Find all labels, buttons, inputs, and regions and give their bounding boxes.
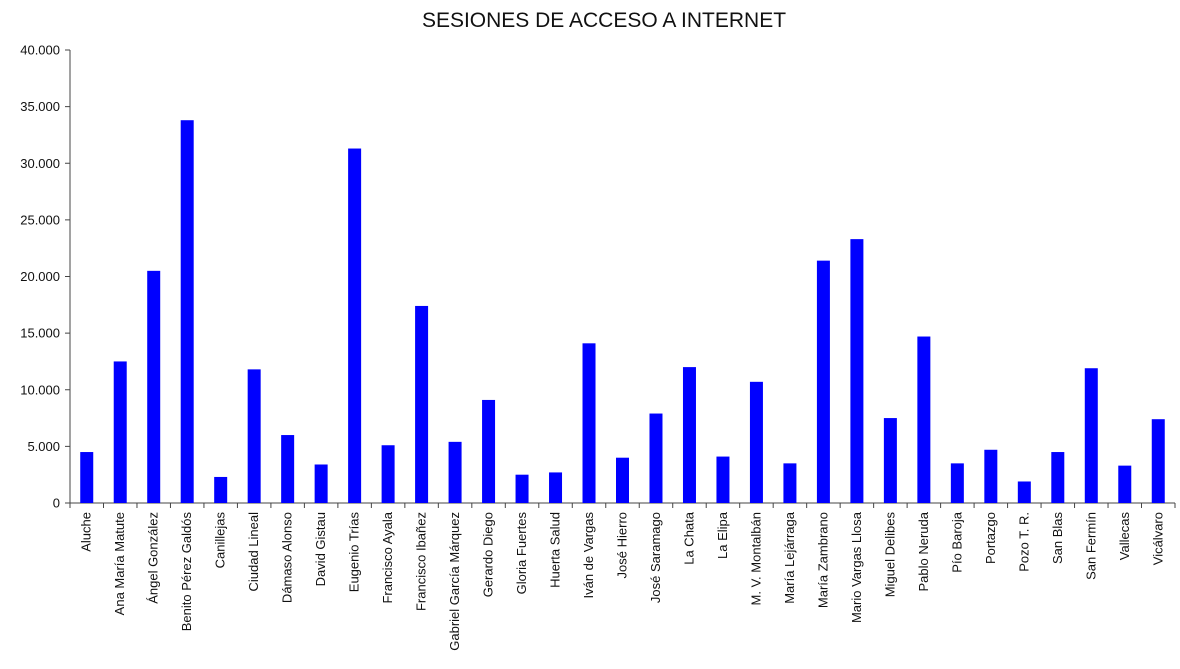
bar [381,445,395,503]
bar [783,463,797,503]
bar [850,239,864,503]
x-tick-label: Gerardo Diego [481,512,496,597]
bar [649,413,663,503]
y-tick-label: 35.000 [20,99,60,114]
chart-title: SESIONES DE ACCESO A INTERNET [422,9,786,32]
x-tick-label: José Saramago [648,512,663,603]
x-tick-label: David Gistau [313,512,328,586]
bar [415,305,429,503]
bar [1118,465,1132,503]
x-tick-label: Pablo Neruda [916,511,931,591]
y-tick-label: 30.000 [20,156,60,171]
y-tick-label: 20.000 [20,269,60,284]
x-tick-label: Iván de Vargas [581,512,596,599]
x-tick-label: María Lejárraga [782,511,797,604]
x-tick-label: Francisco Ayala [380,511,395,603]
x-tick-label: Gabriel García Márquez [447,512,462,651]
x-tick-label: San Fermín [1083,512,1098,580]
bar [1084,368,1098,503]
x-tick-label: María Zambrano [815,512,830,608]
bar [180,120,194,503]
x-tick-label: Pío Baroja [949,511,964,572]
x-tick-label: Aluche [79,512,94,552]
bar [482,399,496,503]
x-tick-label: Benito Pérez Galdós [179,512,194,632]
y-tick-label: 0 [53,496,60,511]
bar [883,418,897,503]
x-tick-label: Ciudad Lineal [246,512,261,592]
x-tick-label: La Elipa [715,511,730,559]
bar [682,367,696,503]
bar [616,457,629,503]
x-tick-label: Francisco Ibañez [414,512,429,611]
x-tick-label: Ángel González [146,512,161,604]
x-tick-label: M. V. Montalbán [748,512,763,605]
bar [113,361,127,503]
bar [214,476,228,503]
x-tick-label: Huerta Salud [548,512,563,588]
bar [716,456,730,503]
bar [348,148,362,503]
x-axis [69,502,1176,508]
x-tick-label: Vallecas [1117,512,1132,561]
x-tick-label: Gloria Fuertes [514,512,529,595]
x-tick-label: La Chata [681,511,696,565]
bar [749,381,763,503]
y-tick-label: 15.000 [20,326,60,341]
x-tick-label: Mario Vargas Llosa [849,511,864,623]
bar [549,472,563,503]
y-axis: 0 5.000 10.000 15.000 20.000 25.000 30.000 35.0… [20,43,71,511]
bar [816,260,830,503]
x-tick-label: Dámaso Alonso [280,512,295,603]
bar [448,441,462,503]
bar [147,270,161,503]
x-tick-label: Eugenio Trías [347,512,362,593]
category-labels: Aluche Ana María Matute Ángel González Beni… [79,511,1166,651]
bar [984,449,998,503]
x-tick-label: Canillejas [213,512,228,569]
x-tick-label: Pozo T. R. [1016,512,1031,572]
x-tick-label: Miguel Delibes [882,512,897,598]
bar [917,336,931,503]
x-tick-label: Ana María Matute [112,512,127,615]
bar [582,343,596,503]
y-tick-label: 25.000 [20,212,60,227]
bar [80,452,94,503]
y-tick-label: 40.000 [20,43,60,58]
x-tick-label: José Hierro [615,512,630,578]
bar [1151,419,1165,503]
bar [1017,481,1031,503]
bars [80,120,1165,503]
bar [1051,452,1065,503]
y-tick-label: 5.000 [27,439,60,454]
x-tick-label: Portazgo [983,512,998,564]
x-tick-label: Vicálvaro [1150,512,1165,565]
bar [515,474,529,503]
x-tick-label: San Blas [1050,512,1065,565]
bar [247,369,261,503]
y-tick-label: 10.000 [20,382,60,397]
bar [314,464,328,503]
bar [281,435,295,503]
bar [950,463,964,503]
